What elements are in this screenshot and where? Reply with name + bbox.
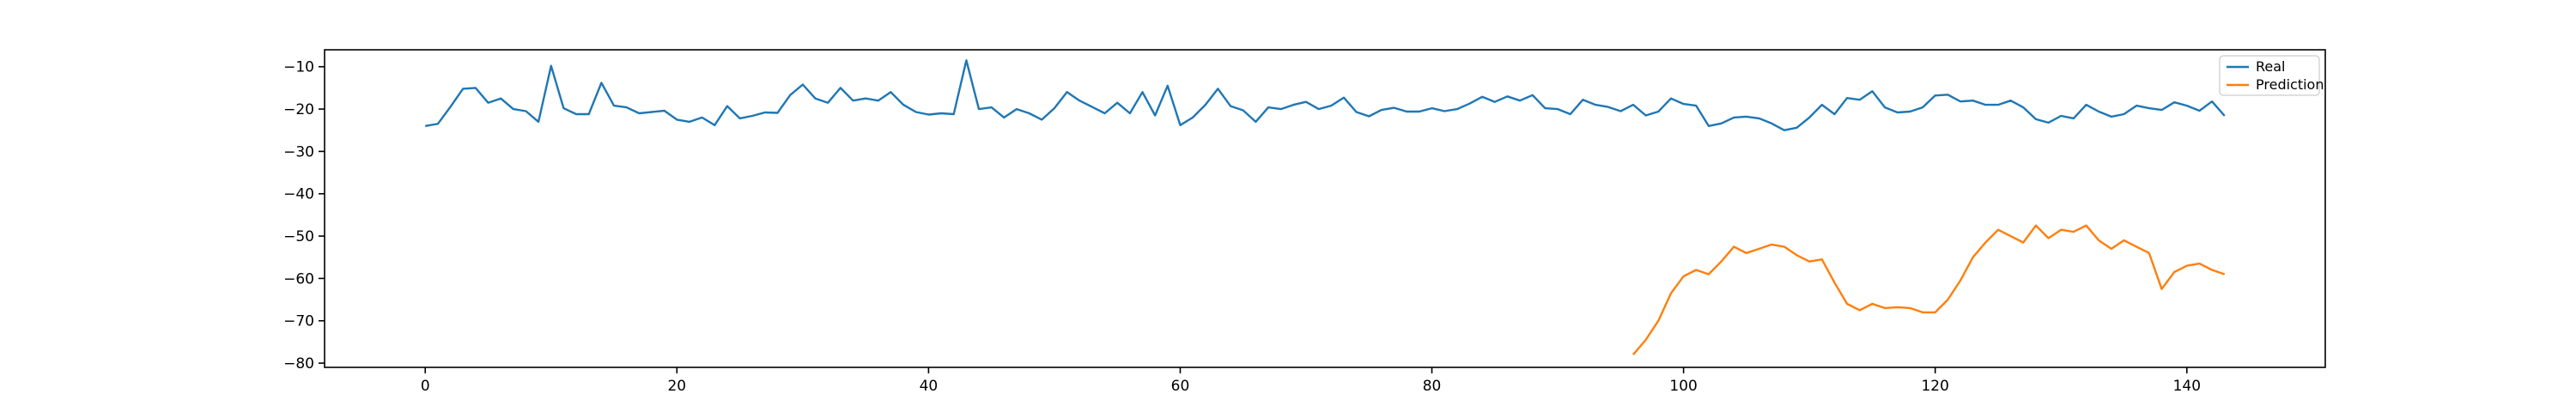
legend-label-prediction: Prediction — [2256, 76, 2324, 93]
y-tick-label: −10 — [283, 59, 314, 76]
x-tick-label: 120 — [1921, 378, 1948, 395]
x-tick-label: 100 — [1669, 378, 1697, 395]
x-tick-label: 40 — [920, 378, 939, 395]
x-tick-label: 20 — [667, 378, 686, 395]
y-tick-label: −70 — [283, 313, 314, 330]
y-tick-label: −60 — [283, 270, 314, 288]
y-axis: −80 −70 −60 −50 −40 −30 −20 −10 — [283, 59, 325, 373]
x-tick-label: 60 — [1171, 378, 1190, 395]
y-tick-label: −30 — [283, 143, 314, 161]
x-axis: 0 20 40 60 80 100 120 140 — [421, 367, 2201, 395]
y-tick-label: −50 — [283, 228, 314, 245]
y-tick-label: −20 — [283, 101, 314, 118]
series-line-real — [424, 59, 2226, 131]
y-tick-label: −80 — [283, 355, 314, 373]
legend-label-real: Real — [2256, 58, 2286, 75]
x-tick-label: 0 — [421, 378, 430, 395]
plot-area — [324, 49, 2326, 368]
series-layer — [424, 59, 2226, 355]
x-tick-label: 140 — [2173, 378, 2201, 395]
x-tick-label: 80 — [1423, 378, 1442, 395]
series-line-prediction — [1632, 224, 2226, 355]
y-tick-label: −40 — [283, 186, 314, 203]
plot-frame — [324, 49, 2326, 368]
